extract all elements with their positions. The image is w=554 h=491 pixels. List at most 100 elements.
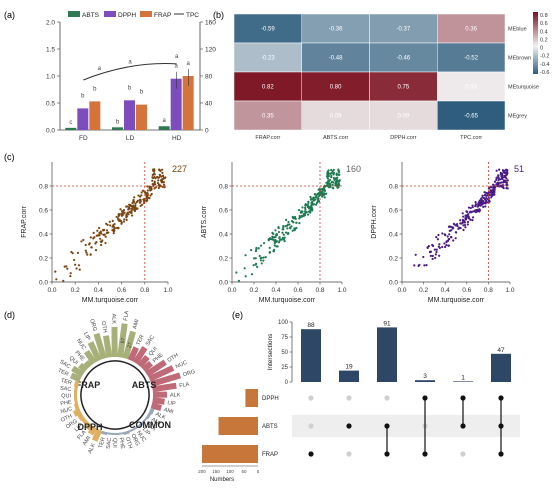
scatter-point bbox=[277, 230, 280, 234]
scatter-point bbox=[295, 226, 298, 230]
y-tick-label: 2.0 bbox=[46, 20, 55, 27]
panel-label-d: (d) bbox=[4, 310, 15, 320]
significance-letter: b bbox=[93, 86, 97, 92]
scatter-point bbox=[122, 220, 126, 223]
panel-c-scatter-plots: 0.0 0.2 0.4 0.6 0.8 1.00.00.20.40.60.8MM.turq… bbox=[21, 162, 524, 304]
scatter-point bbox=[314, 203, 318, 206]
set-tick-label: 50 bbox=[241, 469, 247, 474]
radial-label: NUC bbox=[75, 338, 87, 351]
scatter-point bbox=[459, 219, 462, 222]
legend-swatch bbox=[140, 11, 152, 17]
scatter-point bbox=[62, 279, 65, 282]
scatter-point bbox=[506, 179, 509, 182]
radial-bar bbox=[148, 407, 155, 415]
scatter-point bbox=[104, 235, 107, 238]
radial-bar bbox=[103, 335, 113, 358]
radial-label: LIP bbox=[167, 400, 176, 407]
y-tick-label: 0.6 bbox=[389, 208, 398, 215]
y-axis-label: FRAP.corr bbox=[21, 205, 28, 237]
scatter-point bbox=[102, 229, 105, 232]
x-tick-label: 0.8 bbox=[484, 287, 493, 294]
radial-label: QUI bbox=[68, 355, 80, 366]
bar-frap bbox=[136, 104, 147, 130]
scatter-point bbox=[153, 173, 156, 176]
scatter-point bbox=[317, 200, 320, 203]
x-tick-label: 0.0 bbox=[227, 287, 236, 294]
radial-bar bbox=[152, 397, 165, 405]
group-name: DPPH bbox=[77, 422, 102, 432]
scatter-point bbox=[443, 245, 447, 249]
y-tick-label: 0.8 bbox=[219, 184, 228, 191]
scatter-point bbox=[70, 250, 73, 254]
scatter-point bbox=[495, 178, 498, 182]
radial-bar bbox=[73, 380, 80, 388]
radial-bar bbox=[152, 382, 177, 393]
scatter-point bbox=[100, 232, 103, 235]
scatter-point bbox=[308, 205, 311, 208]
y-tick-label: 1.5 bbox=[46, 47, 55, 54]
scatter-point bbox=[471, 218, 474, 222]
scatter-point bbox=[462, 215, 465, 218]
scatter-point bbox=[471, 210, 475, 213]
y-axis-label: DPPH.corr bbox=[371, 205, 378, 239]
x-tick-label: 0.4 bbox=[94, 287, 103, 294]
scatter-point bbox=[477, 202, 480, 205]
scatter-point bbox=[158, 185, 161, 188]
scatter-point bbox=[495, 183, 498, 186]
heatmap-row-label: MEturquoise bbox=[508, 85, 539, 91]
heatmap-cell bbox=[301, 13, 370, 44]
intersection-bar bbox=[301, 329, 321, 382]
scatter-point bbox=[271, 231, 274, 235]
scatter-point bbox=[157, 179, 160, 182]
intersection-value: 19 bbox=[345, 364, 353, 371]
scatter-point bbox=[303, 213, 307, 217]
scatter-point bbox=[466, 214, 469, 217]
scatter-point bbox=[161, 168, 164, 171]
radial-bar bbox=[137, 355, 150, 369]
scatter-point bbox=[76, 251, 80, 254]
bar-abts bbox=[112, 127, 123, 130]
scatter-point bbox=[444, 234, 447, 237]
scatter-point bbox=[134, 204, 137, 207]
x-tick-label: FD bbox=[79, 135, 88, 142]
scatter-point bbox=[448, 229, 451, 232]
radial-bar bbox=[145, 412, 152, 420]
x-tick-label: LD bbox=[126, 135, 135, 142]
legend-label: DPPH bbox=[118, 12, 136, 19]
scatter-point bbox=[425, 264, 428, 267]
scatter-point bbox=[325, 184, 328, 187]
scatter-point bbox=[443, 242, 446, 245]
scatter-point bbox=[66, 267, 69, 270]
panel-e-upset-plot: 0 25 50 75 100 Intersections 88 19 91 3 1 47 DPPH ABT… bbox=[198, 320, 520, 483]
scatter-point bbox=[465, 210, 468, 213]
radial-label: LIP bbox=[141, 427, 151, 437]
scatter-point bbox=[156, 181, 159, 185]
scatter-point bbox=[423, 264, 426, 267]
x-tick-label: 0.0 bbox=[47, 287, 56, 294]
scatter-point bbox=[483, 194, 487, 197]
scatter-point bbox=[125, 216, 128, 219]
scatter-point bbox=[464, 216, 468, 220]
scatter-point bbox=[137, 194, 140, 197]
scatter-point bbox=[252, 257, 256, 260]
scatter-point bbox=[117, 226, 120, 229]
scatter-point bbox=[274, 235, 277, 239]
heatmap-cell bbox=[369, 13, 438, 44]
y-tick-label: 0.5 bbox=[46, 101, 55, 108]
x-tick-label: 0.2 bbox=[419, 287, 428, 294]
y-tick-label: 0.0 bbox=[46, 128, 55, 135]
scatter-point bbox=[161, 174, 164, 177]
scatter-point bbox=[162, 181, 165, 184]
radial-bar bbox=[117, 323, 128, 358]
colorbar-tick-label: 0.6 bbox=[540, 21, 548, 27]
scatter-point bbox=[55, 278, 58, 281]
scatter-point bbox=[287, 220, 290, 224]
set-size-bar bbox=[218, 417, 258, 435]
radial-label: NUC bbox=[135, 430, 147, 443]
scatter-point bbox=[146, 185, 149, 188]
heatmap-cell bbox=[369, 100, 438, 131]
scatter-point bbox=[112, 232, 115, 235]
radial-label: OTH bbox=[167, 352, 180, 363]
scatter-point bbox=[441, 232, 444, 235]
